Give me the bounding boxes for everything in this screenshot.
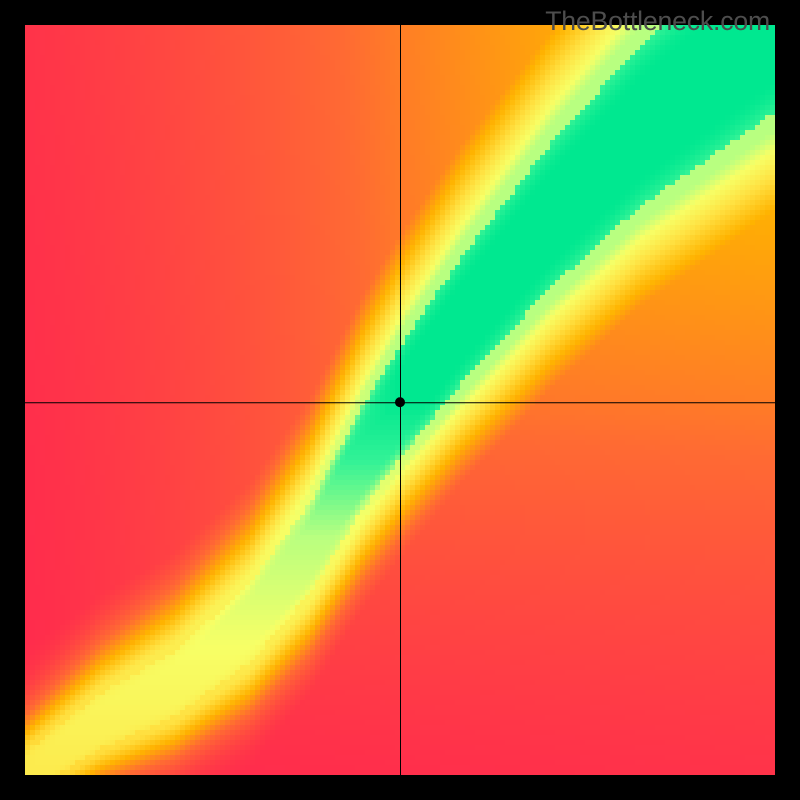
heatmap-canvas	[0, 0, 800, 800]
watermark-text: TheBottleneck.com	[545, 6, 770, 37]
